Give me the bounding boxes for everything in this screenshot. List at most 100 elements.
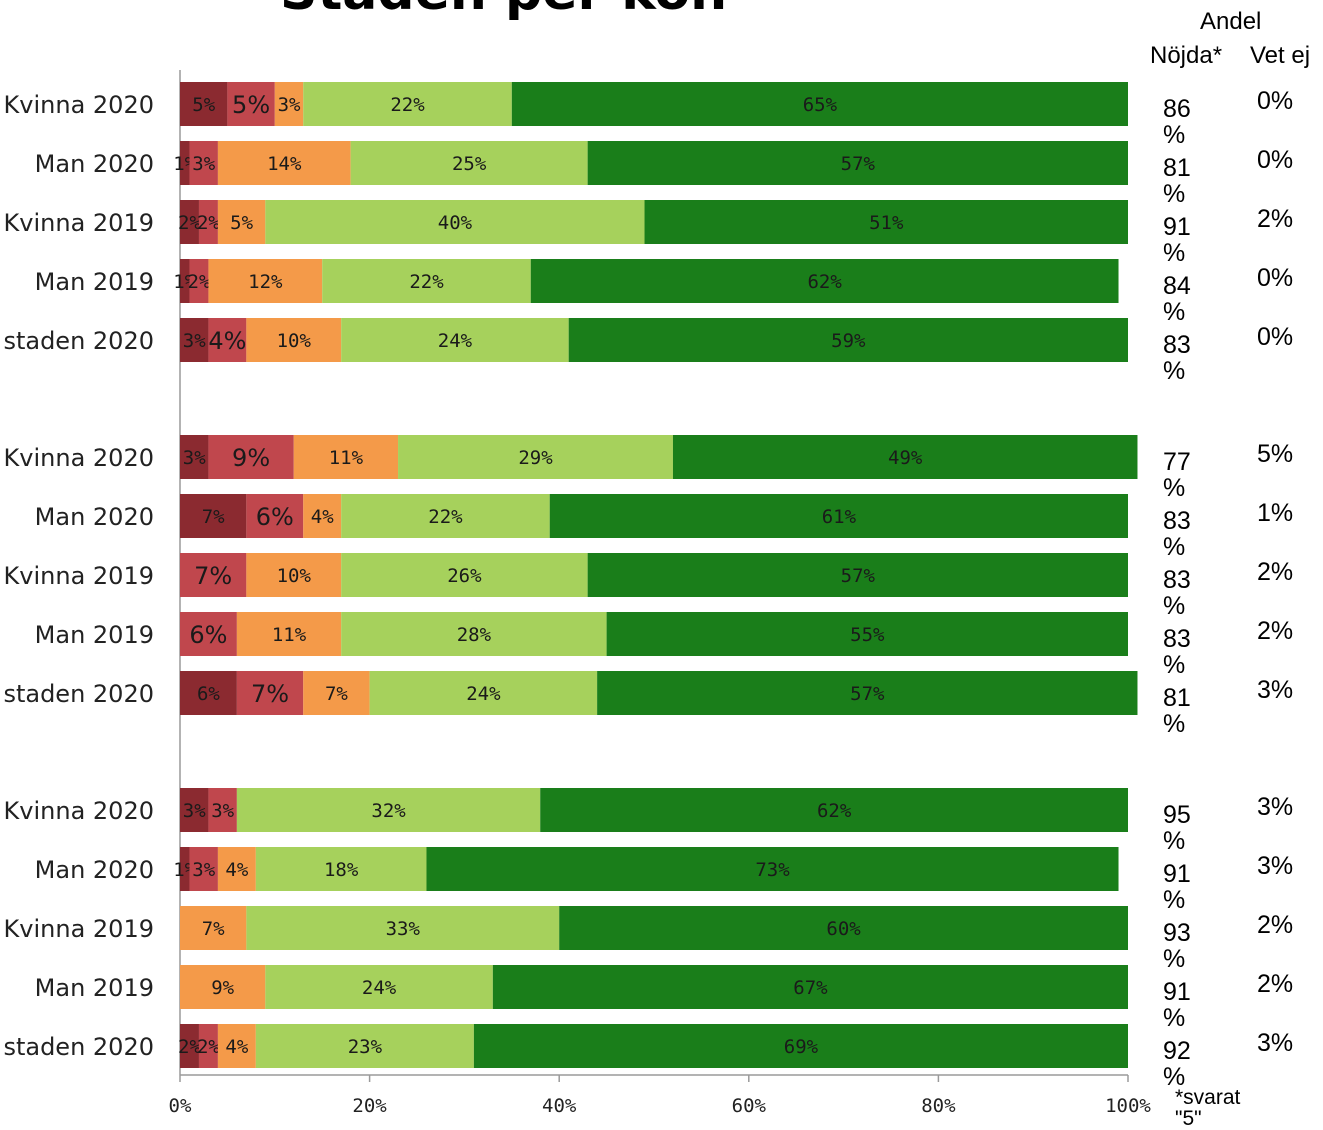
nojda-value: 91% bbox=[1163, 214, 1191, 266]
segment-label: 26% bbox=[447, 565, 482, 587]
nojda-value: 93% bbox=[1163, 920, 1191, 972]
segment-label: 23% bbox=[348, 1036, 383, 1058]
category-label: Kvinna 2019 bbox=[4, 915, 154, 943]
segment-label: 2% bbox=[197, 1036, 220, 1058]
nojda-value: 83% bbox=[1163, 626, 1191, 678]
segment-label: 3% bbox=[192, 153, 215, 175]
nojda-value: 84% bbox=[1163, 273, 1191, 325]
segment-label: 9% bbox=[232, 444, 270, 472]
segment-label: 57% bbox=[841, 153, 876, 175]
nojda-value: 77% bbox=[1163, 449, 1191, 501]
segment-label: 4% bbox=[208, 327, 246, 355]
segment-label: 5% bbox=[232, 91, 270, 119]
vet-ej-value: 5% bbox=[1257, 441, 1293, 467]
segment-label: 25% bbox=[452, 153, 487, 175]
segment-label: 9% bbox=[211, 977, 234, 999]
vet-ej-value: 2% bbox=[1257, 559, 1293, 585]
segment-label: 24% bbox=[362, 977, 397, 999]
segment-label: 7% bbox=[202, 918, 225, 940]
vet-ej-value: 2% bbox=[1257, 912, 1293, 938]
vet-ej-value: 0% bbox=[1257, 324, 1293, 350]
segment-label: 5% bbox=[192, 94, 215, 116]
segment-label: 3% bbox=[192, 859, 215, 881]
vet-ej-value: 0% bbox=[1257, 147, 1293, 173]
nojda-value: 91% bbox=[1163, 979, 1191, 1031]
vet-ej-value: 3% bbox=[1257, 794, 1293, 820]
vet-ej-value: 2% bbox=[1257, 206, 1293, 232]
nojda-value: 95% bbox=[1163, 802, 1191, 854]
segment-label: 32% bbox=[371, 800, 406, 822]
segment-label: 2% bbox=[188, 271, 211, 293]
nojda-value: 83% bbox=[1163, 567, 1191, 619]
segment-label: 59% bbox=[831, 330, 866, 352]
vet-ej-value: 0% bbox=[1257, 265, 1293, 291]
x-tick-label: 80% bbox=[921, 1095, 956, 1117]
segment-label: 69% bbox=[784, 1036, 819, 1058]
category-label: Kvinna 2020 bbox=[4, 91, 154, 119]
segment-label: 10% bbox=[277, 330, 312, 352]
segment-label: 6% bbox=[189, 621, 227, 649]
segment-label: 49% bbox=[888, 447, 923, 469]
segment-label: 3% bbox=[183, 800, 206, 822]
category-label: Man 2020 bbox=[35, 856, 154, 884]
x-tick-label: 20% bbox=[352, 1095, 387, 1117]
vet-ej-value: 3% bbox=[1257, 677, 1293, 703]
segment-label: 7% bbox=[194, 562, 232, 590]
category-label: Kvinna 2020 bbox=[4, 797, 154, 825]
segment-label: 4% bbox=[225, 1036, 248, 1058]
x-tick-label: 100% bbox=[1105, 1095, 1151, 1117]
segment-label: 33% bbox=[386, 918, 421, 940]
segment-label: 7% bbox=[251, 680, 289, 708]
vet-ej-value: 1% bbox=[1257, 500, 1293, 526]
segment-label: 5% bbox=[230, 212, 253, 234]
category-label: Man 2020 bbox=[35, 150, 154, 178]
segment-label: 73% bbox=[755, 859, 790, 881]
vet-ej-value: 2% bbox=[1257, 618, 1293, 644]
vet-ej-value: 0% bbox=[1257, 88, 1293, 114]
segment-label: 10% bbox=[277, 565, 312, 587]
vet-ej-value: 3% bbox=[1257, 853, 1293, 879]
segment-label: 62% bbox=[817, 800, 852, 822]
segment-label: 67% bbox=[793, 977, 828, 999]
nojda-value: 91% bbox=[1163, 861, 1191, 913]
nojda-value: 92% bbox=[1163, 1038, 1191, 1090]
category-label: Man 2020 bbox=[35, 503, 154, 531]
segment-label: 12% bbox=[248, 271, 283, 293]
segment-label: 28% bbox=[457, 624, 492, 646]
segment-label: 57% bbox=[841, 565, 876, 587]
segment-label: 6% bbox=[197, 683, 220, 705]
nojda-value: 81% bbox=[1163, 155, 1191, 207]
segment-label: 65% bbox=[803, 94, 838, 116]
vet-ej-value: 2% bbox=[1257, 971, 1293, 997]
segment-label: 60% bbox=[826, 918, 861, 940]
footnote-line-1: *svarat bbox=[1175, 1087, 1240, 1109]
segment-label: 61% bbox=[822, 506, 857, 528]
segment-label: 22% bbox=[409, 271, 444, 293]
segment-label: 11% bbox=[272, 624, 307, 646]
segment-label: 3% bbox=[183, 447, 206, 469]
segment-label: 62% bbox=[807, 271, 842, 293]
nojda-value: 86% bbox=[1163, 96, 1191, 148]
segment-label: 7% bbox=[202, 506, 225, 528]
segment-label: 4% bbox=[225, 859, 248, 881]
nojda-value: 81% bbox=[1163, 685, 1191, 737]
vet-ej-value: 3% bbox=[1257, 1030, 1293, 1056]
category-label: Man 2019 bbox=[35, 268, 154, 296]
segment-label: 14% bbox=[267, 153, 302, 175]
nojda-value: 83% bbox=[1163, 332, 1191, 384]
category-label: Kvinna 2019 bbox=[4, 562, 154, 590]
segment-label: 22% bbox=[390, 94, 425, 116]
x-tick-label: 0% bbox=[169, 1095, 192, 1117]
segment-label: 2% bbox=[197, 212, 220, 234]
segment-label: 3% bbox=[211, 800, 234, 822]
x-tick-label: 40% bbox=[542, 1095, 577, 1117]
segment-label: 29% bbox=[518, 447, 553, 469]
segment-label: 7% bbox=[325, 683, 348, 705]
segment-label: 24% bbox=[466, 683, 501, 705]
segment-label: 55% bbox=[850, 624, 885, 646]
category-label: staden 2020 bbox=[3, 680, 154, 708]
category-label: staden 2020 bbox=[3, 1033, 154, 1061]
segment-label: 11% bbox=[329, 447, 364, 469]
segment-label: 22% bbox=[428, 506, 463, 528]
